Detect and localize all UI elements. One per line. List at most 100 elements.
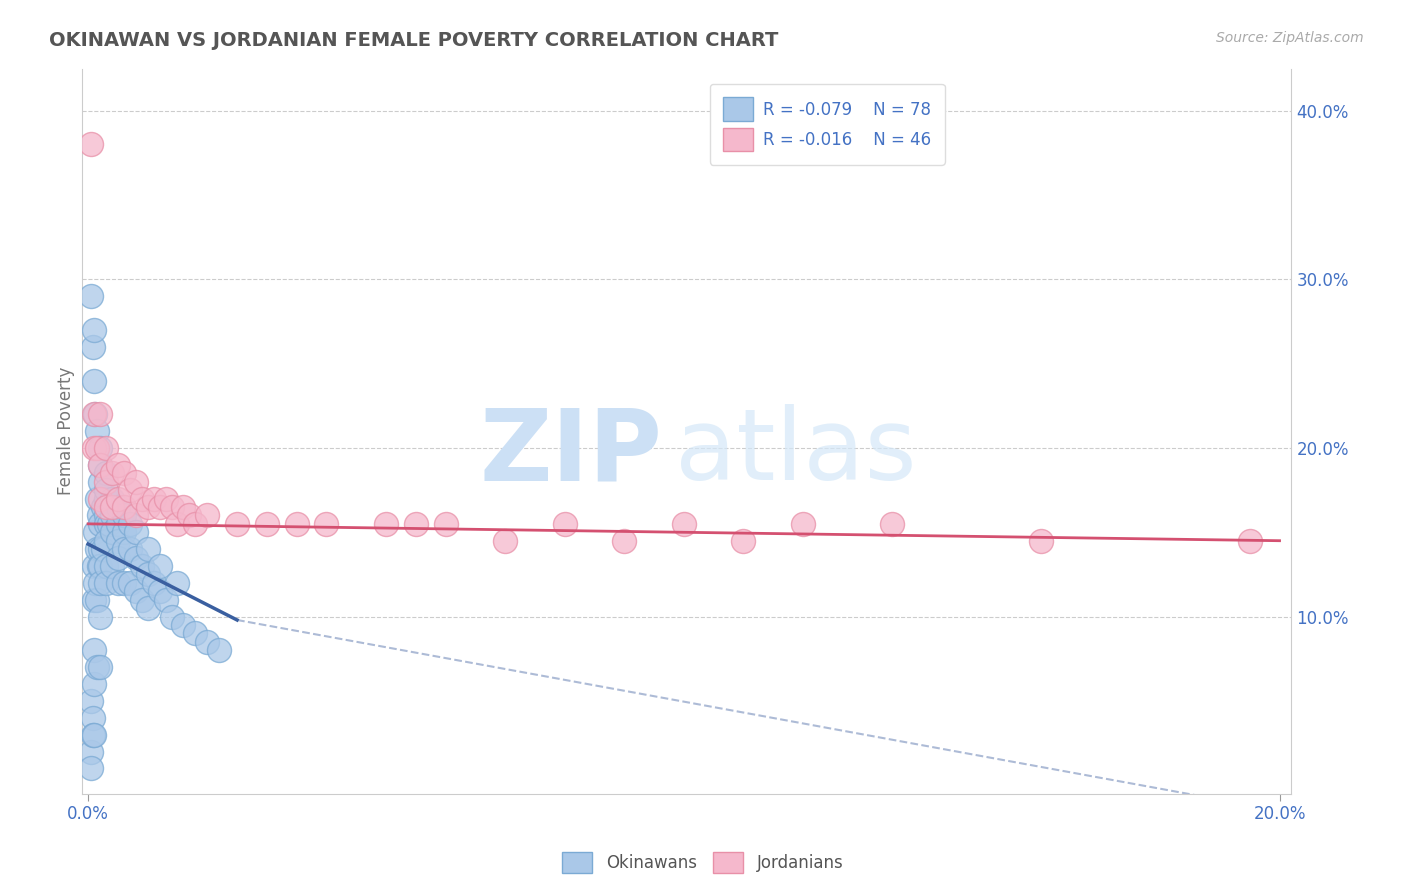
Point (83, 374, 105, 388)
Point (107, 575, 129, 590)
Point (80, 137, 103, 152)
Point (118, 575, 141, 590)
Point (80, 745, 103, 759)
Point (89, 407, 111, 421)
Point (112, 508, 135, 523)
Point (94, 467, 117, 481)
Point (136, 542, 159, 557)
Point (87, 508, 110, 523)
Point (80, 694, 103, 708)
Point (1031, 533, 1053, 548)
Point (166, 575, 188, 590)
Point (101, 491, 124, 506)
Point (101, 500, 124, 514)
Point (83, 407, 105, 421)
Point (149, 500, 172, 514)
Point (94, 491, 117, 506)
Point (375, 516, 398, 531)
Point (256, 516, 278, 531)
Point (94, 508, 117, 523)
Point (142, 491, 165, 506)
Point (172, 500, 194, 514)
Point (136, 601, 159, 615)
Point (172, 618, 194, 632)
Point (84, 575, 107, 590)
Point (107, 533, 129, 548)
Point (195, 508, 218, 523)
Point (208, 643, 231, 657)
Point (89, 559, 111, 574)
Point (86, 441, 108, 455)
Point (112, 500, 135, 514)
Text: OKINAWAN VS JORDANIAN FEMALE POVERTY CORRELATION CHART: OKINAWAN VS JORDANIAN FEMALE POVERTY COR… (49, 31, 779, 50)
Point (89, 660, 111, 674)
Point (125, 584, 148, 599)
Point (494, 533, 516, 548)
Point (166, 516, 188, 531)
Point (149, 559, 172, 574)
Point (89, 516, 111, 531)
Point (118, 516, 141, 531)
Point (107, 550, 129, 565)
Point (155, 491, 177, 506)
Point (94, 441, 117, 455)
Point (89, 458, 111, 472)
Point (86, 491, 108, 506)
Point (112, 575, 135, 590)
Point (131, 491, 153, 506)
Point (94, 516, 117, 531)
Point (155, 592, 177, 607)
Point (792, 516, 814, 531)
Point (184, 516, 207, 531)
Point (101, 559, 124, 574)
Point (82, 340, 104, 354)
Point (118, 542, 141, 557)
Point (83, 559, 105, 574)
Point (97, 516, 120, 531)
Point (142, 575, 165, 590)
Point (882, 516, 904, 531)
Point (94, 500, 117, 514)
Point (94, 559, 117, 574)
Point (89, 441, 111, 455)
Point (195, 635, 218, 649)
Point (107, 491, 129, 506)
Point (83, 643, 105, 657)
Point (83, 441, 105, 455)
Point (84, 525, 107, 540)
Point (86, 424, 108, 438)
Point (91, 542, 114, 557)
Point (125, 508, 148, 523)
Point (101, 525, 124, 540)
Point (613, 533, 636, 548)
Point (136, 567, 159, 582)
Point (160, 500, 183, 514)
Point (83, 677, 105, 691)
Point (1239, 533, 1261, 548)
Point (89, 458, 111, 472)
Text: Source: ZipAtlas.com: Source: ZipAtlas.com (1216, 31, 1364, 45)
Point (83, 592, 105, 607)
Point (82, 711, 104, 725)
Point (184, 626, 207, 640)
Point (94, 533, 117, 548)
Point (107, 458, 129, 472)
Point (94, 483, 117, 497)
Point (94, 475, 117, 489)
Point (733, 533, 755, 548)
Point (112, 542, 135, 557)
Point (434, 516, 457, 531)
Y-axis label: Female Poverty: Female Poverty (58, 367, 75, 495)
Point (107, 516, 129, 531)
Point (554, 516, 576, 531)
Point (672, 516, 695, 531)
Point (89, 575, 111, 590)
Point (91, 500, 114, 514)
Point (131, 592, 153, 607)
Point (80, 761, 103, 775)
Point (89, 609, 111, 624)
Point (80, 289, 103, 303)
Point (94, 575, 117, 590)
Point (107, 500, 129, 514)
Point (101, 467, 124, 481)
